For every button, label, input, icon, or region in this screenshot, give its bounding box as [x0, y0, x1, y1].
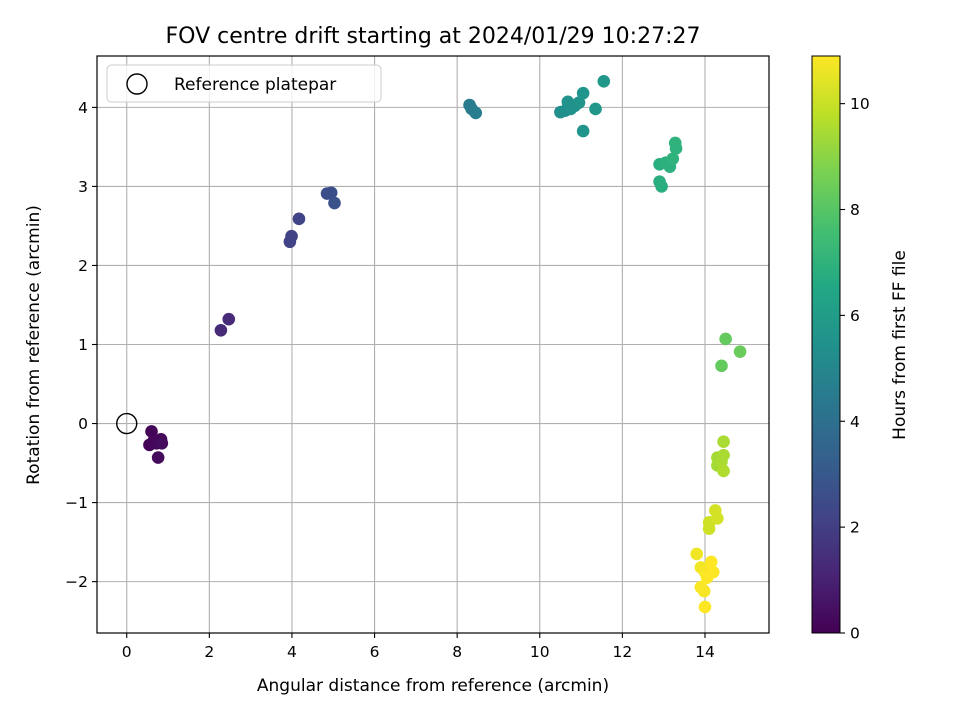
- data-point: [572, 96, 586, 109]
- data-point: [155, 437, 169, 450]
- y-axis-ticks: −2 −1 0 1 2 3 4: [65, 99, 97, 591]
- data-point: [704, 555, 718, 569]
- x-axis-label: Angular distance from reference (arcmin): [257, 676, 609, 696]
- data-point: [706, 565, 720, 579]
- data-point: [698, 600, 712, 614]
- y-tick-label: 0: [78, 415, 88, 433]
- colorbar-tick-label: 10: [850, 95, 870, 113]
- y-tick-label: −2: [65, 573, 88, 591]
- x-tick-label: 12: [613, 643, 633, 661]
- colorbar-gradient: [811, 55, 841, 634]
- data-point: [469, 106, 483, 120]
- x-tick-label: 14: [695, 643, 715, 661]
- colorbar-tick-label: 0: [850, 625, 860, 643]
- y-tick-label: 1: [78, 336, 88, 354]
- data-point: [151, 451, 165, 464]
- legend: Reference platepar: [106, 64, 382, 103]
- colorbar-tick-label: 6: [850, 307, 860, 325]
- data-point: [690, 547, 704, 561]
- data-point: [285, 229, 298, 243]
- data-point: [655, 180, 668, 193]
- data-point: [597, 74, 611, 88]
- chart-title: FOV centre drift starting at 2024/01/29 …: [166, 24, 701, 49]
- colorbar-tick-label: 4: [850, 413, 860, 431]
- x-tick-label: 6: [370, 643, 380, 661]
- y-tick-label: 4: [78, 99, 88, 117]
- data-point: [717, 435, 730, 449]
- data-point: [715, 359, 728, 373]
- y-tick-label: 3: [78, 178, 88, 196]
- data-point: [717, 448, 730, 462]
- data-point: [702, 522, 716, 535]
- x-tick-label: 10: [530, 643, 550, 661]
- colorbar-label: Hours from first FF file: [890, 250, 910, 440]
- data-point: [733, 345, 747, 358]
- data-point: [576, 124, 590, 138]
- x-axis-ticks: 0 2 4 6 8 10 12 14: [122, 633, 715, 661]
- data-point: [576, 86, 590, 100]
- data-point: [324, 186, 338, 200]
- legend-label-reference: Reference platepar: [174, 75, 336, 95]
- colorbar-ticks: 0 2 4 6 8 10: [840, 95, 870, 643]
- data-point: [669, 142, 683, 155]
- data-point: [666, 152, 680, 166]
- x-tick-label: 4: [287, 643, 297, 661]
- x-tick-label: 8: [452, 643, 462, 661]
- grid-lines: [97, 56, 769, 633]
- y-axis-label: Rotation from reference (arcmin): [24, 205, 44, 485]
- legend-box: [106, 64, 382, 103]
- data-point: [719, 332, 732, 346]
- data-points: [116, 74, 747, 614]
- data-point: [697, 584, 711, 598]
- data-point: [292, 212, 306, 226]
- y-tick-label: 2: [78, 257, 88, 275]
- x-tick-label: 0: [122, 643, 132, 661]
- colorbar-tick-label: 2: [850, 519, 860, 537]
- data-point: [328, 196, 341, 210]
- colorbar-tick-label: 8: [850, 201, 860, 219]
- data-point: [222, 312, 236, 326]
- data-point: [145, 425, 158, 438]
- y-tick-label: −1: [65, 494, 88, 512]
- data-point: [711, 512, 724, 525]
- data-point: [214, 323, 228, 337]
- colorbar: 0 2 4 6 8 10 Hours from first FF file: [811, 55, 910, 643]
- data-point: [717, 464, 730, 478]
- x-tick-label: 2: [204, 643, 214, 661]
- legend-marker-reference: [126, 73, 148, 95]
- data-point: [589, 102, 602, 116]
- reference-platepar-marker: [116, 412, 138, 435]
